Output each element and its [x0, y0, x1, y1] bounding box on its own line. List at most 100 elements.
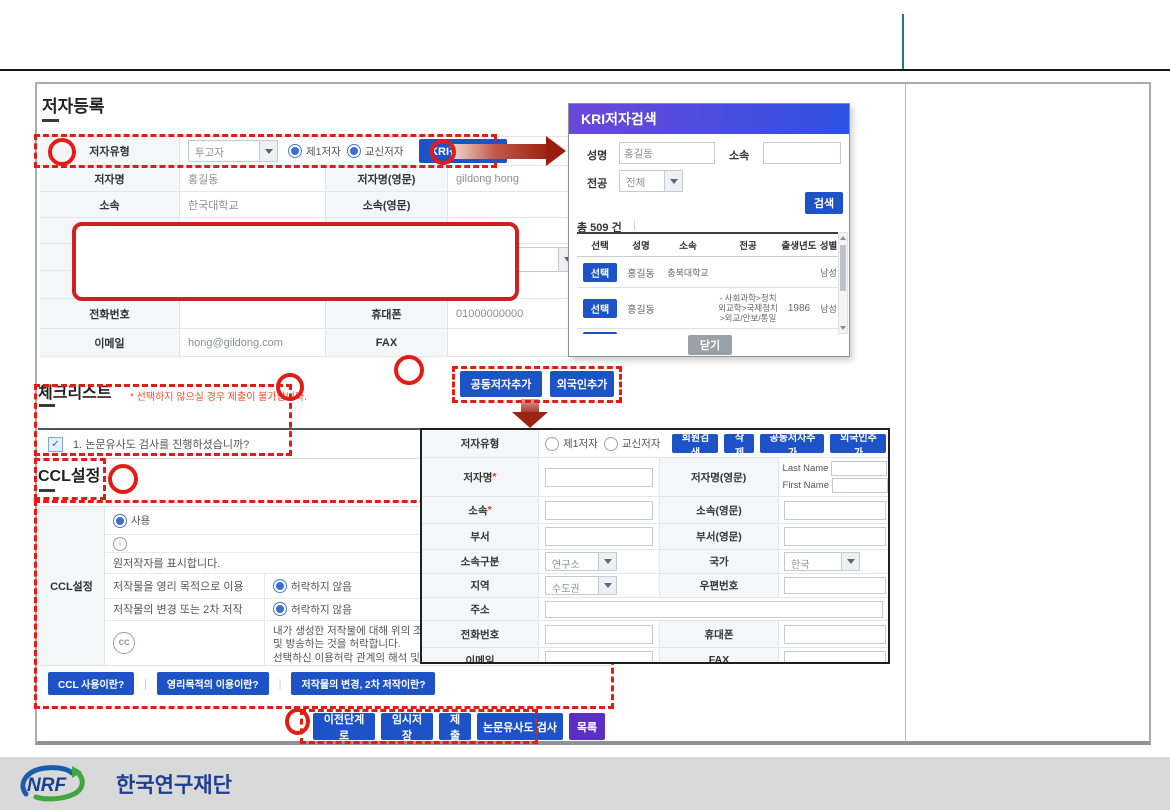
member-search-button[interactable]: 회원검색 — [672, 433, 719, 459]
previous-step-button[interactable]: 이전단계로 — [313, 713, 375, 742]
checklist-table-topline — [38, 428, 612, 430]
coauthor-dept-input[interactable] — [545, 527, 653, 546]
ccl-help-button-3[interactable]: 저작물의 변경, 2차 저작이란? — [291, 672, 436, 695]
ccl-commercial-row: 저작물을 영리 목적으로 이용 허락하지 않음 — [105, 573, 611, 600]
checklist-title-underline — [39, 404, 55, 407]
coauthor-name-label: 저자명 — [422, 458, 539, 496]
coauthor-address-label: 주소 — [422, 598, 539, 620]
author-name-eng-label: 저자명(영문) — [326, 166, 448, 191]
ccl-use-row: 사용 — [105, 507, 611, 536]
chevron-down-icon[interactable] — [598, 577, 616, 594]
list-button[interactable]: 목록 — [569, 713, 605, 740]
ccl-title: CCL설정 — [38, 468, 101, 485]
kri-name-input[interactable] — [619, 142, 715, 164]
region-dropdown[interactable]: 수도권 — [545, 576, 617, 595]
similarity-check-button[interactable]: 논문유사도 검사 — [477, 713, 563, 740]
annotation-circle-ccl — [108, 464, 138, 494]
info-icon: i — [113, 536, 127, 551]
last-name-label: Last Name — [782, 463, 829, 474]
contributor-dropdown-value: 투고자 — [195, 147, 224, 159]
coauthor-mobile-label: 휴대폰 — [660, 621, 779, 647]
coauthor-mobile-input[interactable] — [784, 624, 886, 644]
coauthor-affiliation-input[interactable] — [545, 500, 653, 520]
coauthor-zipcode-label: 우편번호 — [660, 574, 779, 597]
ccl-help-button-2[interactable]: 영리목적의 이용이란? — [156, 672, 269, 695]
annotation-circle-author-type — [48, 138, 76, 166]
kri-select-button[interactable]: 선택 — [583, 298, 617, 318]
add-foreigner-button[interactable]: 외국인추가 — [830, 433, 887, 459]
coauthor-zipcode-input[interactable] — [784, 577, 886, 594]
kri-search-submit-button[interactable]: 검색 — [805, 192, 843, 214]
kri-close-button[interactable]: 닫기 — [688, 335, 732, 355]
chevron-down-icon[interactable] — [259, 141, 277, 161]
chevron-down-icon[interactable] — [598, 553, 616, 570]
coauthor-dept-row: 부서 부서(영문) — [422, 524, 888, 550]
kri-col-major: 전공 — [739, 241, 757, 252]
add-coauthor-button[interactable]: 공동저자추가 — [760, 433, 825, 459]
footer-org-name: 한국연구재단 — [116, 774, 232, 797]
scrollbar-thumb[interactable] — [840, 245, 846, 291]
kri-affiliation-label: 소속 — [729, 150, 750, 162]
add-foreigner-button[interactable]: 외국인추가 — [550, 371, 614, 397]
fax-label: FAX — [326, 329, 448, 356]
last-name-input[interactable] — [831, 461, 888, 476]
ccl-use-radio[interactable] — [113, 513, 127, 528]
scroll-down-icon[interactable] — [839, 323, 847, 333]
red-callout-box — [72, 222, 519, 301]
first-name-input[interactable] — [831, 478, 888, 493]
coauthor-phone-input[interactable] — [545, 624, 653, 644]
ccl-derivative-radio[interactable] — [273, 602, 287, 617]
nrf-logo-icon: NRF — [20, 765, 85, 802]
header-divider — [0, 69, 1170, 71]
chevron-down-icon[interactable] — [841, 553, 859, 570]
author-name-label: 저자명 — [40, 166, 180, 191]
affil-type-dropdown[interactable]: 연구소 — [545, 552, 617, 571]
delete-button[interactable]: 삭제 — [724, 433, 755, 459]
ccl-title-underline — [39, 489, 55, 492]
author-type-row: 저자유형 투고자 제1저자 교신저자 KRI검색(필수) — [40, 136, 612, 166]
coauthor-affiliation-label: 소속 — [422, 497, 539, 523]
coauthor-email-input[interactable] — [545, 650, 653, 662]
kri-col-birth: 출생년도 — [781, 241, 817, 252]
checklist-checkbox[interactable]: ✓ — [48, 436, 63, 452]
coauthor-corresponding-radio[interactable] — [603, 436, 618, 451]
email-label: 이메일 — [40, 329, 180, 356]
chevron-down-icon[interactable] — [664, 171, 682, 191]
scroll-up-icon[interactable] — [839, 233, 847, 243]
add-coauthor-button[interactable]: 공동저자추가 — [460, 371, 542, 397]
kri-cell-name: 홍길동 — [627, 304, 655, 316]
kri-col-select: 선택 — [591, 241, 609, 252]
kri-select-button[interactable]: 선택 — [583, 262, 617, 282]
kri-col-gender: 성별 — [819, 241, 838, 252]
kri-major-dropdown[interactable]: 전체 — [619, 170, 683, 192]
mobile-value: 01000000000 — [456, 307, 524, 320]
coauthor-affiliation-eng-input[interactable] — [784, 500, 886, 520]
footer-logo: NRF 한국연구재단 — [14, 762, 232, 806]
submit-button[interactable]: 제출 — [439, 713, 471, 742]
coauthor-dept-eng-input[interactable] — [784, 527, 886, 546]
coauthor-first-author-label: 제1저자 — [563, 438, 598, 450]
coauthor-email-label: 이메일 — [422, 648, 539, 662]
kri-table-scrollbar[interactable] — [838, 232, 848, 334]
coauthor-type-label: 저자유형 — [422, 430, 539, 457]
ccl-attribution-row: 원저작자를 표시합니다. — [105, 553, 611, 574]
kri-affiliation-input[interactable] — [763, 142, 841, 164]
ccl-commercial-radio[interactable] — [273, 579, 287, 594]
author-name-value: 홍길동 — [180, 166, 326, 191]
red-arrow-down-icon — [512, 412, 548, 428]
first-author-radio[interactable] — [288, 144, 302, 158]
kri-select-button[interactable]: 선택 — [583, 331, 617, 334]
coauthor-fax-input[interactable] — [784, 650, 886, 662]
contributor-dropdown[interactable]: 투고자 — [188, 140, 278, 162]
country-dropdown[interactable]: 한국 — [784, 552, 860, 571]
coauthor-address-input[interactable] — [545, 600, 883, 618]
ccl-help-button-1[interactable]: CCL 사용이란? — [48, 672, 135, 695]
coauthor-name-input[interactable] — [544, 467, 653, 487]
kri-col-name: 성명 — [632, 241, 650, 252]
coauthor-name-eng-label: 저자명(영문) — [659, 458, 779, 496]
ccl-derivative-row: 저작물의 변경 또는 2차 저작 허락하지 않음 — [105, 599, 611, 621]
kri-col-affiliation: 소속 — [679, 241, 697, 252]
coauthor-first-author-radio[interactable] — [545, 436, 559, 451]
temp-save-button[interactable]: 임시저장 — [381, 713, 433, 742]
corresponding-author-radio[interactable] — [346, 144, 361, 158]
